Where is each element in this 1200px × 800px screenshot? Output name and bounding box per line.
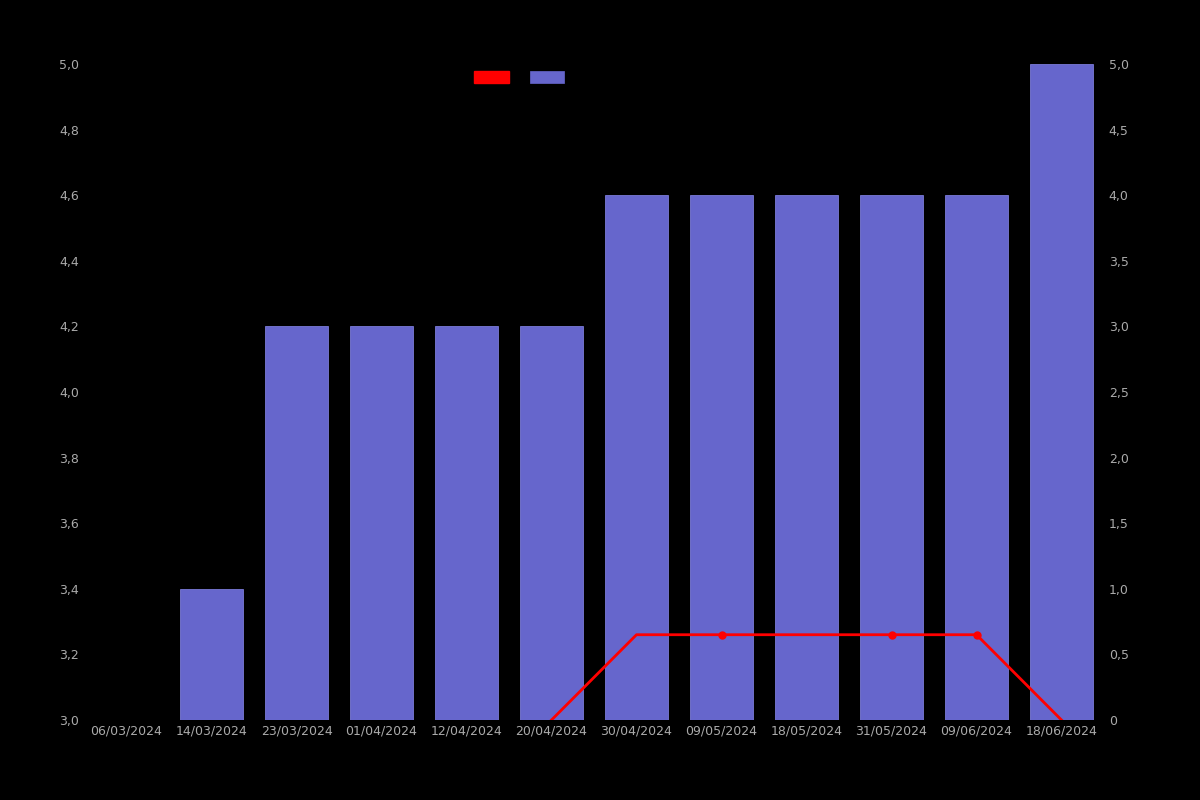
Bar: [775, 195, 839, 720]
Bar: [944, 195, 1008, 720]
Bar: [520, 326, 583, 720]
Bar: [859, 195, 923, 720]
Bar: [265, 326, 329, 720]
Bar: [434, 326, 498, 720]
Point: [712, 628, 731, 641]
Bar: [1030, 64, 1093, 720]
Bar: [605, 195, 668, 720]
Bar: [690, 195, 754, 720]
Bar: [349, 326, 413, 720]
Legend: , : ,: [474, 71, 571, 85]
Point: [882, 628, 901, 641]
Bar: [180, 589, 244, 720]
Point: [967, 628, 986, 641]
